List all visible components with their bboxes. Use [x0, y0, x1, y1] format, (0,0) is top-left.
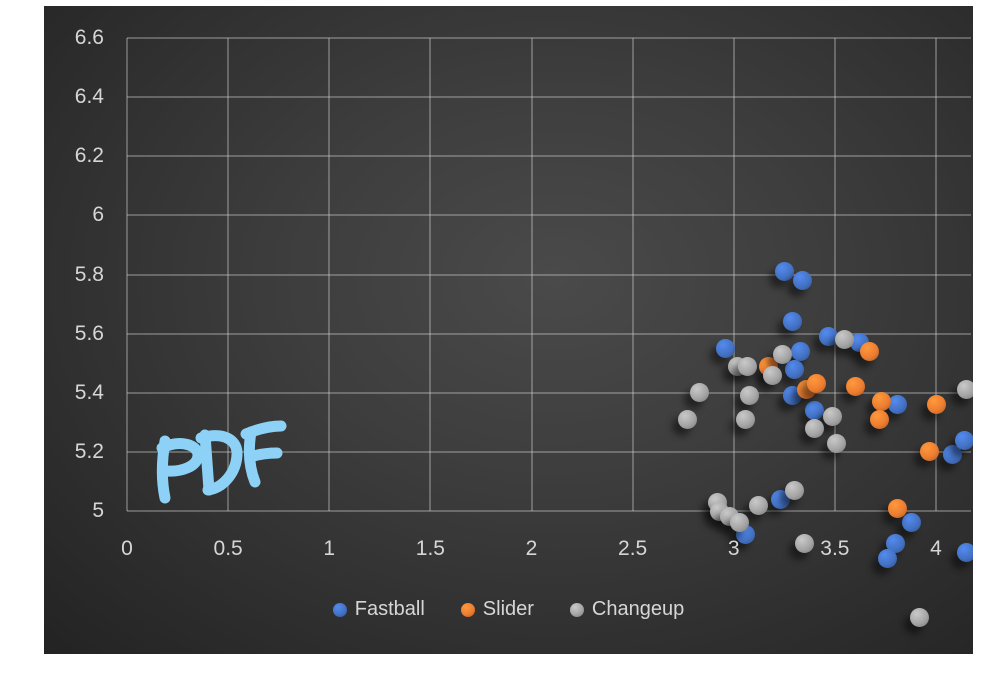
gridline-horizontal	[127, 510, 971, 512]
data-point-changeup	[730, 513, 750, 533]
data-point-fastball	[782, 312, 802, 332]
legend-label: Fastball	[354, 598, 425, 620]
pdf-stamp-annotation	[156, 420, 287, 504]
y-tick-label: 6.6	[74, 26, 104, 49]
chart-legend: Fastball Slider Changeup	[44, 598, 973, 621]
gridline-horizontal	[127, 37, 971, 39]
data-point-changeup	[772, 344, 792, 364]
y-tick-label: 5	[92, 499, 104, 522]
gridline-vertical	[530, 38, 533, 511]
data-point-slider	[871, 392, 891, 412]
data-point-fastball	[877, 548, 897, 568]
pdf-letter-d	[195, 430, 243, 496]
data-point-changeup	[795, 534, 815, 554]
x-tick-label: 1.5	[415, 537, 445, 560]
y-tick-label: 5.6	[74, 321, 104, 345]
legend-item-changeup: Changeup	[569, 598, 685, 621]
x-tick-label: 3	[727, 537, 740, 560]
x-tick-label: 1	[323, 537, 336, 560]
x-tick-label: 2	[525, 537, 538, 560]
data-point-fastball	[805, 400, 825, 420]
legend-item-fastball: Fastball	[332, 598, 425, 621]
data-point-changeup	[740, 386, 760, 406]
y-tick-label: 5.8	[74, 262, 104, 286]
changeup-legend-marker-icon	[569, 602, 584, 617]
data-point-slider	[888, 498, 908, 518]
slider-legend-marker-icon	[460, 602, 475, 617]
data-point-fastball	[793, 270, 812, 290]
data-point-slider	[807, 374, 827, 394]
gridline-horizontal	[127, 96, 971, 99]
pdf-letter-d	[199, 429, 215, 496]
y-tick-label: 5.4	[74, 380, 104, 404]
data-point-changeup	[748, 495, 768, 515]
data-point-slider	[869, 409, 889, 429]
gridline-vertical	[328, 38, 331, 511]
data-point-changeup	[805, 418, 825, 438]
data-point-changeup	[736, 409, 756, 429]
data-point-slider	[926, 395, 946, 415]
plot-area	[44, 6, 973, 654]
data-point-changeup	[784, 480, 804, 500]
gridline-horizontal	[127, 214, 971, 217]
data-point-changeup	[762, 365, 782, 385]
gridline-horizontal	[127, 450, 971, 453]
data-point-changeup	[823, 406, 843, 426]
data-point-fastball	[774, 262, 794, 282]
data-point-fastball	[716, 338, 736, 358]
gridline-horizontal	[127, 391, 971, 394]
gridline-vertical	[227, 38, 230, 511]
fastball-legend-marker-icon	[332, 602, 347, 617]
chart-panel: 5 5.2 5.4 5.6 5.8 6 6.2 6.4 6.6 0 0.5 1 1.5 2 2.5 3 3.5 4…	[44, 6, 973, 654]
legend-item-slider: Slider	[460, 598, 534, 621]
data-point-fastball	[942, 445, 962, 465]
data-point-fastball	[888, 395, 908, 415]
x-tick-label: 3.5	[820, 537, 850, 560]
data-point-fastball	[886, 534, 906, 554]
gridline-vertical	[833, 38, 836, 511]
data-point-changeup	[956, 380, 973, 400]
y-tick-label: 6	[92, 203, 104, 227]
gridline-vertical	[126, 38, 128, 511]
x-tick-label: 0	[121, 537, 133, 560]
data-point-fastball	[790, 341, 810, 361]
legend-label: Changeup	[591, 598, 685, 620]
gridline-horizontal	[127, 155, 971, 158]
y-tick-label: 5.2	[74, 439, 104, 463]
data-point-changeup	[835, 330, 855, 350]
data-point-changeup	[677, 409, 697, 429]
data-point-changeup	[827, 433, 847, 453]
data-point-fastball	[819, 327, 839, 347]
data-point-slider	[859, 341, 879, 361]
gridline-vertical	[935, 38, 937, 511]
gridline-vertical	[429, 38, 432, 511]
gridline-vertical	[732, 38, 735, 511]
pdf-letter-p	[156, 438, 204, 477]
gridline-horizontal	[127, 273, 971, 276]
data-point-fastball	[902, 513, 922, 533]
data-point-changeup	[689, 383, 709, 403]
x-tick-label: 2.5	[618, 537, 648, 560]
data-point-fastball	[956, 542, 973, 562]
data-point-changeup	[910, 607, 930, 627]
pdf-letter-f	[240, 420, 287, 440]
data-point-fastball	[784, 359, 804, 379]
data-point-slider	[920, 442, 940, 462]
gridline-vertical	[631, 38, 634, 511]
x-tick-label: 4	[930, 537, 942, 560]
y-tick-label: 6.2	[74, 144, 104, 168]
data-point-changeup	[738, 356, 758, 376]
pdf-letter-f	[245, 447, 283, 463]
gridline-horizontal	[127, 332, 971, 335]
y-tick-label: 6.4	[74, 85, 104, 109]
data-point-fastball	[954, 430, 973, 450]
legend-label: Slider	[482, 598, 534, 620]
data-point-slider	[845, 377, 865, 397]
x-tick-label: 0.5	[213, 537, 243, 560]
